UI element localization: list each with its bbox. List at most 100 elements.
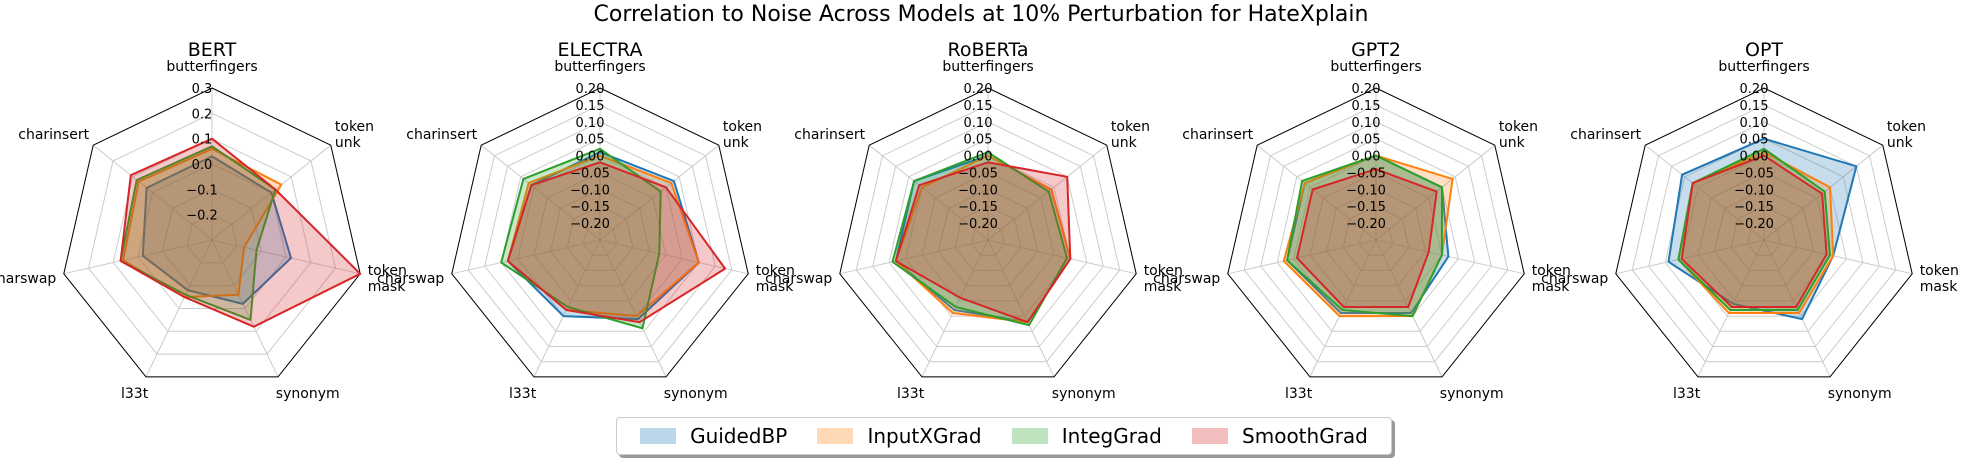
grid-ring (533, 171, 667, 302)
grid-spoke (921, 239, 989, 378)
axis-label-line: mask (368, 279, 407, 295)
axis-label-line: butterfingers (1718, 59, 1809, 75)
axis-label-4: l33t (509, 386, 537, 402)
axis-label-line: charswap (377, 271, 444, 287)
axis-label-line: butterfingers (166, 59, 257, 75)
series-integgrad (500, 147, 662, 330)
axis-label-6: charinsert (794, 127, 865, 143)
legend-swatch-inputxgrad (817, 428, 854, 444)
grid-spoke (1697, 239, 1765, 378)
grid-ring (1358, 222, 1394, 256)
axis-label-line: mask (1532, 279, 1571, 295)
legend-item-integgrad: IntegGrad (1011, 424, 1162, 448)
axis-label-6: charinsert (18, 127, 89, 143)
axis-label-line: charswap (765, 271, 832, 287)
rtick-label: 0.15 (1352, 99, 1381, 114)
grid-ring (1276, 138, 1476, 332)
rtick-label: 0.3 (192, 82, 213, 97)
grid-spoke (63, 239, 213, 275)
legend-label-guidedbp: GuidedBP (690, 424, 788, 448)
rtick-label: 0.05 (1352, 133, 1381, 148)
axis-label-line: token (1887, 119, 1926, 135)
axis-label-line: mask (756, 279, 795, 295)
rtick-label: 0.00 (576, 150, 605, 165)
axis-label-line: unk (723, 135, 750, 151)
grid-spoke (480, 144, 601, 241)
rtick-label: 0.10 (576, 116, 605, 131)
axis-label-line: mask (1920, 279, 1959, 295)
rtick-label: 0.10 (1740, 116, 1769, 131)
rtick-label: −0.10 (1346, 183, 1386, 198)
axis-label-5: charswap (377, 271, 444, 287)
axis-label-line: charinsert (794, 127, 865, 143)
grid-spoke (599, 239, 667, 378)
series-smoothgrad (1296, 168, 1438, 308)
axis-label-3: synonym (1828, 386, 1892, 402)
axis-label-4: l33t (1673, 386, 1701, 402)
series-smoothgrad (506, 161, 727, 324)
series-inputxgrad (894, 154, 1072, 324)
axis-label-3: synonym (1440, 386, 1504, 402)
grid-ring (938, 188, 1038, 287)
grid-spoke (1615, 239, 1765, 275)
rtick-label: 0.2 (192, 107, 213, 122)
legend-swatch-smoothgrad (1192, 428, 1229, 444)
rtick-label: 0.0 (192, 158, 213, 173)
axis-label-line: butterfingers (942, 59, 1033, 75)
axis-label-line: l33t (509, 386, 537, 402)
axis-label-line: charinsert (1182, 127, 1253, 143)
legend-label-inputxgrad: InputXGrad (867, 424, 982, 448)
axis-label-6: charinsert (1570, 127, 1641, 143)
grid-ring (1714, 188, 1814, 287)
grid-ring (1681, 155, 1847, 317)
rtick-label: 0.20 (964, 82, 993, 97)
radar-frame (1227, 87, 1525, 378)
series-inputxgrad (122, 147, 283, 299)
series-integgrad (891, 151, 1068, 327)
radar-frame (63, 87, 361, 378)
axis-label-line: l33t (1673, 386, 1701, 402)
rtick-label: 0.20 (1740, 82, 1769, 97)
axis-label-line: unk (1111, 135, 1138, 151)
rtick-label: −0.10 (1734, 183, 1774, 198)
axis-label-line: synonym (1052, 386, 1116, 402)
radar-frame (451, 87, 749, 378)
rtick-label: −0.20 (570, 217, 610, 232)
series-integgrad (119, 145, 277, 321)
grid-spoke (987, 239, 1137, 275)
rtick-label: 0.05 (576, 133, 605, 148)
radar-chart-2: −0.20 −0.15 −0.10 −0.050.00 0.05 0.10 0.15 0.20… (765, 39, 1183, 402)
grid-ring (566, 205, 634, 271)
axis-label-line: mask (1144, 279, 1183, 295)
grid-ring (582, 222, 618, 256)
grid-spoke (1375, 239, 1443, 378)
subplot-title: GPT2 (1351, 39, 1401, 61)
grid-ring (921, 171, 1055, 302)
axis-label-line: token (1111, 119, 1150, 135)
grid-spoke (1763, 239, 1913, 275)
grid-spoke (145, 239, 213, 378)
grid-ring (1746, 222, 1782, 256)
subplot-title: OPT (1745, 39, 1783, 61)
legend-swatch-integgrad (1011, 428, 1048, 444)
rtick-label: 0.00 (1740, 150, 1769, 165)
rtick-label: 0.05 (1740, 133, 1769, 148)
grid-spoke (211, 239, 361, 275)
axis-label-3: synonym (1052, 386, 1116, 402)
axis-label-line: unk (1499, 135, 1526, 151)
rtick-label: −0.20 (1346, 217, 1386, 232)
axis-label-line: l33t (1285, 386, 1313, 402)
axis-label-line: token (1920, 263, 1959, 279)
series-inputxgrad (506, 154, 700, 318)
rtick-label: 0.20 (576, 82, 605, 97)
rtick-label: −0.15 (1734, 200, 1774, 215)
grid-ring (500, 138, 700, 332)
figure-title: Correlation to Noise Across Models at 10… (593, 2, 1369, 27)
grid-ring (1309, 171, 1443, 302)
grid-spoke (1375, 239, 1525, 275)
axis-label-4: l33t (1285, 386, 1313, 402)
axis-label-0: butterfingers (1718, 59, 1809, 75)
axis-label-6: charinsert (406, 127, 477, 143)
axis-label-2: token mask (1532, 263, 1571, 295)
